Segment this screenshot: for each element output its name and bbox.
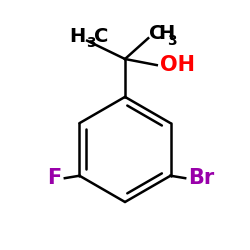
Text: C: C (94, 27, 109, 46)
Text: H: H (159, 24, 175, 43)
Text: F: F (47, 168, 61, 188)
Text: 3: 3 (167, 34, 177, 48)
Text: H: H (70, 27, 86, 46)
Text: OH: OH (160, 55, 195, 75)
Text: C: C (150, 24, 164, 43)
Text: Br: Br (188, 168, 214, 188)
Text: 3: 3 (86, 36, 96, 50)
